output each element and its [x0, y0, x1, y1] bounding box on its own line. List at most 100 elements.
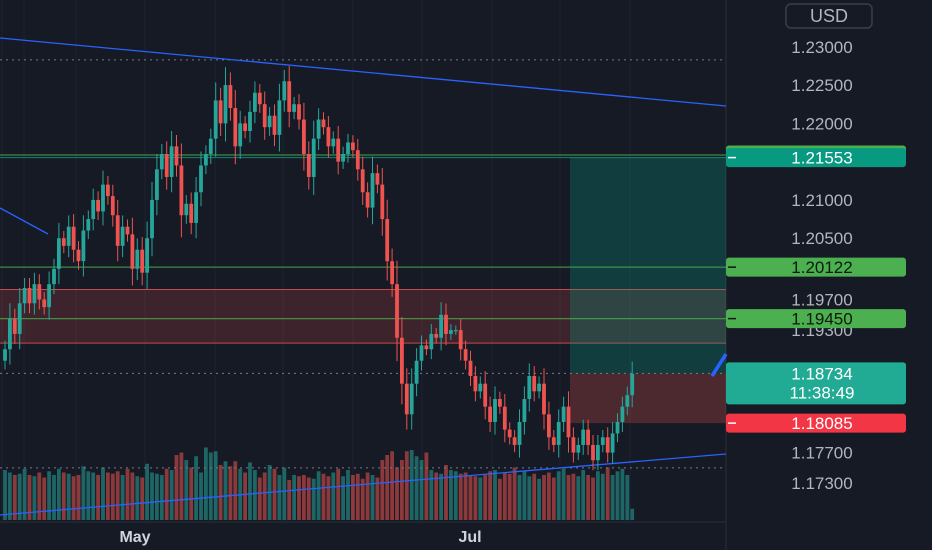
plot-area[interactable] — [0, 0, 726, 522]
candle-body — [52, 268, 56, 285]
volume-bar — [596, 471, 600, 520]
volume-bar — [164, 468, 169, 520]
volume-bar — [522, 471, 527, 520]
volume-bar — [257, 477, 262, 520]
volume-bar — [551, 477, 556, 520]
candle-body — [439, 314, 443, 338]
candle-body — [208, 138, 213, 154]
candle-body — [561, 406, 566, 422]
candle-body — [257, 92, 262, 105]
candle-body — [262, 104, 267, 128]
volume-bar — [542, 475, 546, 520]
volume-bar — [37, 472, 42, 520]
volume-bar — [561, 468, 566, 520]
candle-body — [478, 383, 483, 392]
candle-body — [581, 429, 586, 445]
resistance-zone — [0, 289, 726, 344]
volume-bar — [537, 478, 541, 520]
volume-bar — [458, 473, 463, 520]
volume-bar — [155, 473, 159, 520]
volume-bar — [130, 472, 135, 520]
candle-body — [586, 429, 590, 445]
candle-body — [27, 287, 32, 304]
candle-body — [507, 429, 512, 438]
volume-bar — [630, 508, 635, 520]
candle-body — [336, 138, 341, 162]
volume-bar — [351, 475, 355, 520]
candle-body — [355, 150, 360, 170]
volume-bar — [233, 461, 238, 520]
volume-bar — [498, 478, 502, 520]
volume-bar — [169, 470, 174, 520]
candle-body — [238, 123, 243, 147]
volume-bar — [424, 452, 429, 520]
volume-bar — [145, 463, 149, 520]
candle-body — [86, 219, 91, 231]
candle-body — [47, 284, 51, 308]
volume-bar — [321, 473, 326, 520]
volume-bar — [213, 451, 218, 520]
volume-bar — [463, 472, 468, 520]
candle-body — [625, 395, 630, 407]
candle-body — [42, 299, 47, 308]
candle-body — [404, 383, 409, 415]
volume-bar — [429, 470, 434, 520]
candle-body — [620, 406, 625, 422]
volume-bar — [27, 475, 32, 520]
candle-body — [385, 219, 390, 262]
volume-bar — [610, 475, 615, 520]
candle-body — [164, 153, 169, 177]
volume-bar — [32, 476, 37, 520]
projection-arrow — [710, 353, 728, 377]
candle-body — [615, 421, 620, 434]
price-badge-label: 1.19450 — [791, 310, 852, 329]
last-price-badge — [726, 362, 906, 405]
volume-bar — [96, 475, 100, 520]
volume-bar — [306, 477, 311, 520]
candle-body — [120, 226, 125, 246]
candle-body — [542, 383, 546, 415]
volume-bar — [507, 473, 512, 520]
candle-body — [233, 108, 238, 147]
volume-bar — [159, 475, 164, 520]
volume-bar — [502, 472, 507, 520]
price-tick-label: 1.21000 — [791, 191, 852, 210]
candle-body — [179, 165, 184, 216]
price-badge-label: 1.20122 — [791, 258, 852, 277]
volume-bar — [140, 477, 145, 520]
candle-body — [204, 153, 208, 166]
volume-bar — [316, 471, 321, 520]
candle-body — [174, 146, 179, 166]
currency-selector[interactable]: USD — [785, 3, 873, 29]
volume-bar — [527, 476, 532, 520]
time-axis[interactable]: May Jul — [119, 529, 481, 546]
candle-body — [365, 192, 370, 208]
candle-body — [302, 119, 306, 154]
volume-bar — [390, 451, 394, 520]
currency-button[interactable] — [785, 3, 873, 29]
candle-body — [125, 226, 130, 235]
candle-body — [297, 104, 301, 120]
candle-body — [512, 437, 517, 445]
volume-bar — [223, 461, 228, 520]
candle-body — [194, 192, 198, 223]
candle-body — [610, 433, 615, 453]
candle-body — [591, 444, 595, 461]
volume-bar — [61, 472, 66, 520]
volume-bar — [400, 460, 404, 520]
candle-body — [57, 238, 61, 269]
volume-bar — [571, 473, 576, 520]
price-badge-label: 1.21553 — [791, 149, 852, 168]
volume-bar — [42, 477, 47, 520]
candle-body — [267, 115, 272, 128]
candle-body — [306, 153, 311, 177]
candle-body — [326, 127, 331, 147]
volume-bar — [395, 467, 399, 520]
candle-body — [375, 173, 380, 185]
candle-body — [155, 169, 159, 200]
volume-bar — [76, 475, 81, 520]
volume-bar — [404, 451, 409, 520]
volume-bar — [189, 467, 194, 520]
